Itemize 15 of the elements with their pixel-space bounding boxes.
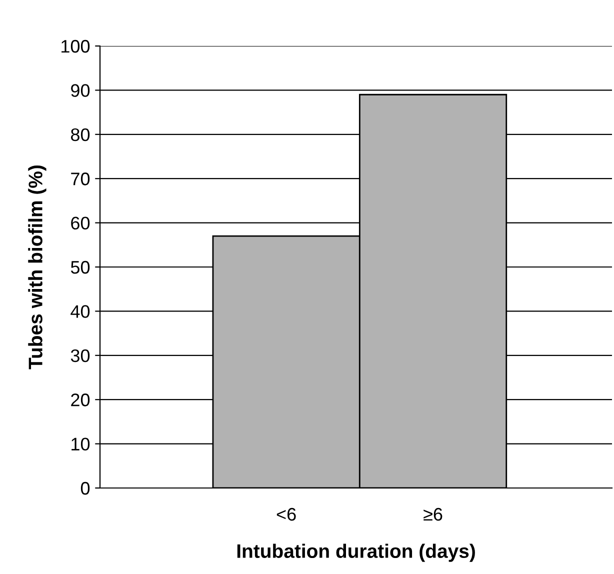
y-tick-label: 10 [72,438,90,451]
y-tick-label: 40 [70,305,90,318]
y-tick-label: 50 [70,260,90,274]
y-tick-label: 90 [71,84,90,97]
x-tick-label: ≥6 [424,508,442,521]
y-tick-label: 100 [62,40,90,53]
x-axis-title: Intubation duration (days) [237,544,475,562]
y-tick-label: 0 [80,482,90,495]
x-tick-label: <6 [276,508,296,521]
y-tick-label: 30 [70,349,90,362]
y-tick-label: 60 [71,216,90,230]
y-tick-label: 70 [71,172,90,186]
y-tick-label: 20 [71,394,90,406]
y-axis-title: Tubes with biofilm (%) [28,166,46,370]
y-tick-label: 80 [70,128,90,142]
